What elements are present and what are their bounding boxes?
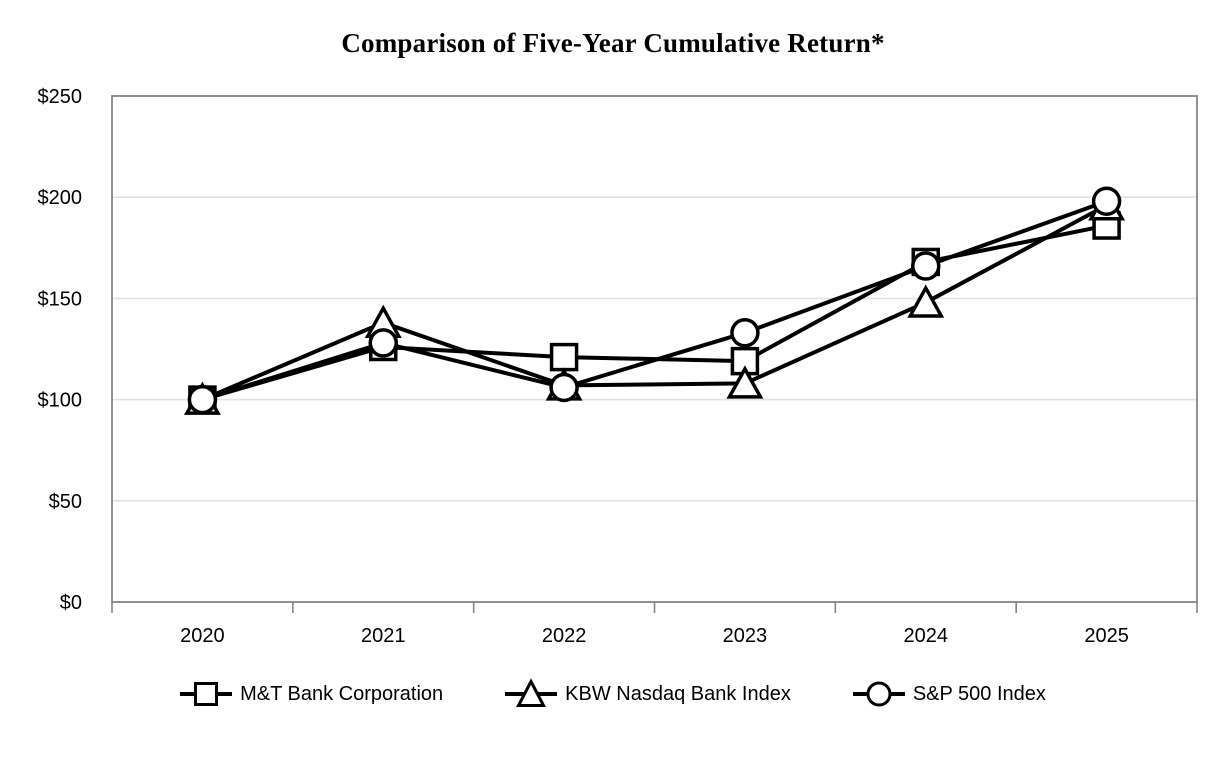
- square-marker: [730, 346, 760, 376]
- series-line: [201, 199, 1108, 402]
- series-square: [188, 211, 1121, 414]
- y-axis-tick-label: $200: [38, 187, 83, 209]
- x-axis-tick-label: 2020: [180, 625, 225, 647]
- x-axis-tick-label: 2021: [361, 625, 406, 647]
- circle-marker: [368, 328, 398, 358]
- legend-label: M&T Bank Corporation: [240, 682, 444, 705]
- plot-border: [111, 95, 1198, 603]
- cumulative-return-line-chart: $0 $50 $100 $150 $200 $250 2020 2021 2022 2023 202…: [38, 86, 1198, 647]
- circle-marker: [187, 384, 218, 415]
- chart-legend: M&T Bank Corporation KBW Nasdaq Bank Inde…: [0, 678, 1226, 710]
- y-axis-tick-label: $100: [38, 390, 83, 412]
- series-triangle: [183, 187, 1126, 415]
- y-axis-tick-label: $150: [38, 288, 83, 310]
- legend-label: S&P 500 Index: [912, 682, 1046, 705]
- triangle-marker: [907, 284, 945, 318]
- y-axis-tick-label: $250: [38, 86, 83, 108]
- x-axis-tick-label: 2024: [904, 625, 949, 647]
- chart-title: Comparison of Five-Year Cumulative Retur…: [341, 28, 885, 58]
- circle-marker: [549, 372, 579, 403]
- circle-marker: [1091, 186, 1122, 216]
- circle-marker: [911, 251, 941, 281]
- legend-square-marker-icon: [180, 682, 233, 706]
- y-axis-tick-label: $0: [60, 592, 82, 614]
- circle-marker: [730, 318, 760, 348]
- series-line: [201, 203, 1108, 402]
- legend-item-square: M&T Bank Corporation: [180, 678, 443, 710]
- legend-circle-marker-icon: [852, 681, 905, 707]
- legend-triangle-marker-icon: [505, 678, 558, 707]
- x-axis-tick-label: 2025: [1084, 625, 1129, 647]
- x-axis-tick-label: 2023: [723, 625, 768, 647]
- triangle-marker: [726, 365, 764, 399]
- series-circle: [187, 186, 1122, 415]
- square-marker: [549, 342, 579, 372]
- legend-label: KBW Nasdaq Bank Index: [565, 682, 791, 705]
- legend-item-circle: S&P 500 Index: [852, 678, 1046, 710]
- x-axis-tick-label: 2022: [542, 625, 587, 647]
- y-axis-tick-label: $50: [49, 491, 82, 513]
- legend-item-triangle: KBW Nasdaq Bank Index: [505, 678, 791, 710]
